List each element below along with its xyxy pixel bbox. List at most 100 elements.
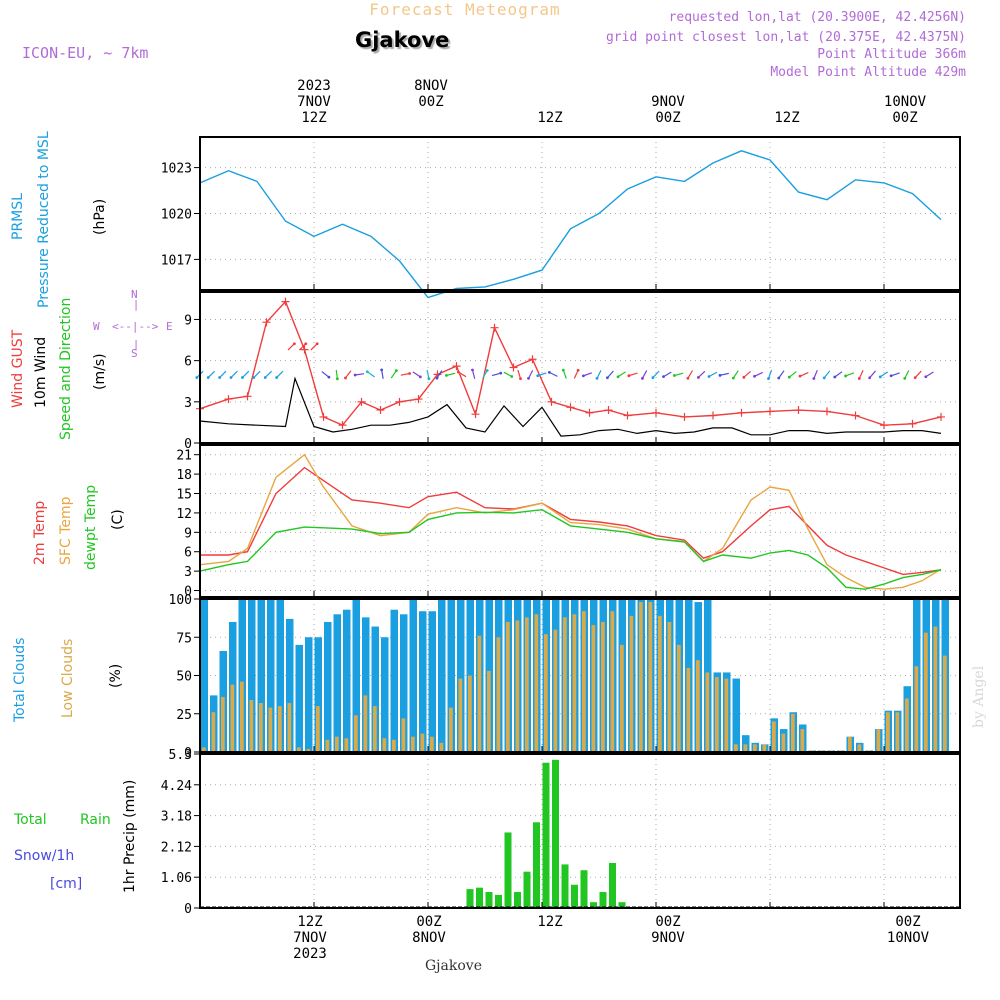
wind-direction-arrow [264, 370, 273, 378]
wind-direction-arrow [583, 372, 593, 377]
requested-location: requested lon,lat (20.3900E, 42.4256N) [668, 10, 966, 25]
wind-arrow-head [206, 376, 210, 379]
wind-arrow-head [696, 376, 700, 379]
top-time-label: 2023 7NOV 12Z [297, 78, 331, 126]
rain-bar [533, 822, 540, 908]
low-cloud-bar [696, 660, 700, 752]
wind-direction-arrow [708, 371, 718, 378]
gust-marker [376, 406, 385, 415]
wind-direction-arrow [436, 370, 443, 379]
low-cloud-bar [591, 625, 596, 752]
wind-arrow-head [686, 376, 690, 380]
compass-icon: N W <--|--> E S | | [93, 288, 173, 360]
wind-arrow-head [536, 374, 540, 378]
wind-direction-arrow [778, 370, 785, 379]
gust-marker [880, 421, 888, 430]
wind-direction-arrow [219, 370, 227, 378]
gust-marker [395, 397, 404, 406]
total-cloud-bar [362, 617, 370, 752]
wind-arrow-head [581, 374, 585, 378]
wind-arrow-head [616, 375, 620, 379]
wind-arrow-head [662, 375, 665, 379]
total-cloud-bar [295, 644, 303, 752]
rain-bar [561, 864, 569, 908]
wind-arrow-head [753, 374, 756, 378]
low-cloud-bar [848, 736, 852, 752]
credit-watermark: by Angel [971, 665, 987, 728]
y-tick-label: 3 [184, 396, 192, 411]
total-cloud-bar [276, 599, 284, 752]
wind-direction-arrow [207, 370, 216, 378]
y-tick-label: 1017 [161, 253, 192, 268]
gust-marker [357, 397, 366, 406]
svg-text:N: N [131, 288, 138, 301]
gust-marker [623, 411, 632, 420]
wind-arrow-head [344, 376, 347, 380]
y-tick-label: 5.3 [169, 748, 192, 763]
rain-bar [618, 902, 626, 908]
low-cloud-bar [344, 738, 349, 752]
gust-marker [680, 412, 689, 421]
bottom-time-label: 12Z [537, 914, 563, 930]
total-cloud-bar [457, 599, 465, 752]
wind-arrow-head [595, 377, 599, 380]
wind-direction-arrow [241, 370, 250, 378]
wind-direction-arrow [276, 370, 284, 378]
wind-direction-arrow [253, 370, 261, 378]
y-tick-label: 18 [176, 468, 192, 483]
wind-direction-arrow [491, 372, 501, 377]
gust-marker [709, 411, 717, 420]
low-cloud-bar [772, 721, 776, 752]
rain-bar [552, 759, 559, 908]
wind-direction-arrow [732, 370, 739, 379]
bottom-time-label: 00Z 10NOV [886, 914, 930, 946]
wind-direction-arrow [813, 369, 818, 379]
wind-direction-arrow [845, 372, 855, 377]
low-cloud-bar [278, 706, 282, 752]
prmsl-label: PRMSL [10, 193, 26, 240]
gust-marker [414, 395, 423, 404]
low-cloud-bar [325, 739, 330, 752]
wind-direction-arrow [471, 369, 476, 379]
wind-direction-arrow [549, 371, 558, 377]
wind-direction-arrow [674, 372, 684, 377]
total-cloud-bar [286, 618, 294, 752]
low-cloud-bar [724, 678, 729, 752]
wind-arrow-head [471, 368, 474, 372]
total-cloud-bar [381, 637, 389, 752]
gust-marker [509, 363, 518, 372]
svg-text:|: | [133, 338, 140, 351]
wind-unit: (m/s) [92, 353, 108, 390]
gust-marker [490, 323, 499, 332]
total-cloud-bar [333, 614, 341, 752]
pressure-line [199, 150, 942, 299]
total-cloud-bar [248, 599, 256, 752]
wind-arrow-head [380, 368, 384, 372]
low-cloud-bar [705, 672, 710, 752]
y-tick-label: 50 [176, 670, 192, 685]
wind-direction-arrow [426, 369, 430, 379]
low-cloud-bar [211, 712, 216, 752]
y-tick-label: 1023 [161, 162, 192, 177]
low-cloud-bar [601, 621, 605, 752]
low-cloud-bar [382, 738, 387, 752]
total-clouds-label: Total Clouds [12, 638, 28, 723]
wind-direction-arrow [335, 369, 338, 379]
wind-gust-label: Wind GUST [10, 329, 26, 408]
low-cloud-bar [230, 684, 235, 752]
top-time-label: 9NOV 00Z [651, 94, 685, 126]
wind-arrow-head [229, 376, 233, 379]
y-tick-label: 3 [184, 565, 192, 580]
low-cloud-bar [857, 744, 862, 752]
low-cloud-bar [886, 712, 890, 752]
wind-arrow-head [527, 376, 530, 380]
wind-arrow-head [292, 342, 296, 346]
wind-direction-arrow [799, 372, 809, 377]
total-cloud-bar [409, 599, 417, 752]
precip-unit: 1hr Precip (mm) [122, 780, 138, 893]
y-tick-label: 100 [169, 593, 192, 608]
y-tick-label: 0 [184, 585, 192, 600]
low-cloud-bar [620, 644, 624, 752]
wind-direction-arrow [446, 372, 456, 376]
bottom-time-label: 00Z 9NOV [651, 914, 685, 946]
